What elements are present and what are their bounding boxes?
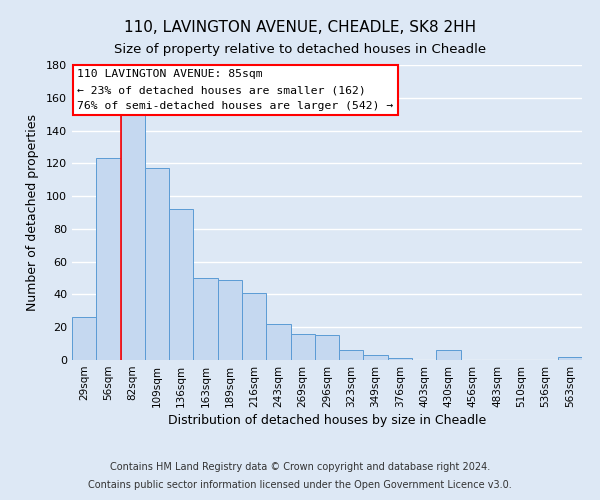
Bar <box>290 334 315 360</box>
Bar <box>218 280 242 360</box>
Bar <box>266 324 290 360</box>
Bar <box>388 358 412 360</box>
Bar <box>339 350 364 360</box>
Bar <box>364 355 388 360</box>
Text: Contains public sector information licensed under the Open Government Licence v3: Contains public sector information licen… <box>88 480 512 490</box>
Text: 110 LAVINGTON AVENUE: 85sqm
← 23% of detached houses are smaller (162)
76% of se: 110 LAVINGTON AVENUE: 85sqm ← 23% of det… <box>77 70 394 110</box>
Text: Contains HM Land Registry data © Crown copyright and database right 2024.: Contains HM Land Registry data © Crown c… <box>110 462 490 472</box>
X-axis label: Distribution of detached houses by size in Cheadle: Distribution of detached houses by size … <box>168 414 486 427</box>
Text: 110, LAVINGTON AVENUE, CHEADLE, SK8 2HH: 110, LAVINGTON AVENUE, CHEADLE, SK8 2HH <box>124 20 476 35</box>
Bar <box>193 278 218 360</box>
Bar <box>315 336 339 360</box>
Y-axis label: Number of detached properties: Number of detached properties <box>26 114 39 311</box>
Bar <box>121 114 145 360</box>
Bar <box>96 158 121 360</box>
Text: Size of property relative to detached houses in Cheadle: Size of property relative to detached ho… <box>114 42 486 56</box>
Bar <box>145 168 169 360</box>
Bar <box>558 356 582 360</box>
Bar <box>242 293 266 360</box>
Bar <box>436 350 461 360</box>
Bar <box>169 209 193 360</box>
Bar <box>72 318 96 360</box>
